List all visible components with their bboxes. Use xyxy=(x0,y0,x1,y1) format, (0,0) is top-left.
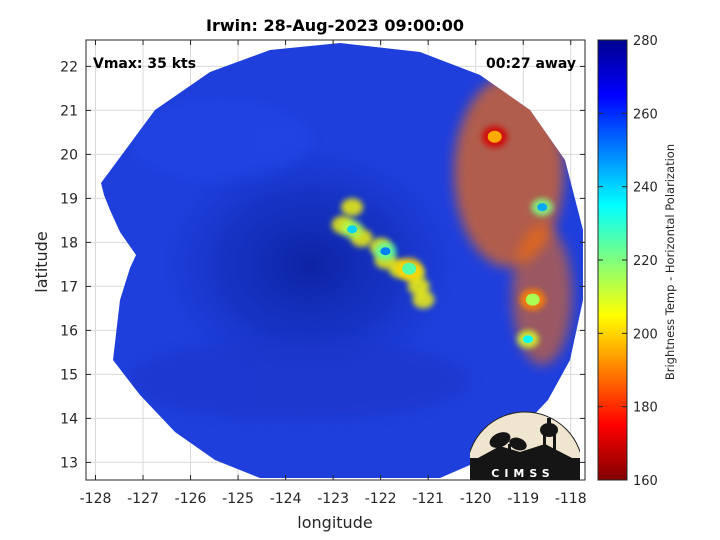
spiral-band-segment xyxy=(341,198,364,217)
cold-feature xyxy=(380,247,391,256)
colorbar-label: Brightness Temp - Horizontal Polarizatio… xyxy=(663,144,677,380)
x-tick-label: -128 xyxy=(80,491,112,507)
x-tick-label: -121 xyxy=(412,491,444,507)
x-tick-label: -118 xyxy=(555,491,587,507)
colorbar-tick-label: 180 xyxy=(633,401,658,416)
y-tick-label: 16 xyxy=(60,323,78,339)
cold-feature xyxy=(402,262,417,275)
y-axis: 13 14 15 16 17 18 19 20 21 22 xyxy=(60,59,585,471)
microwave-swath xyxy=(101,43,583,478)
colorbar-tick-label: 260 xyxy=(633,107,658,122)
y-tick-label: 14 xyxy=(60,411,78,427)
colorbar-tick-label: 160 xyxy=(633,474,658,489)
vmax-annotation: Vmax: 35 kts xyxy=(93,56,196,72)
cold-feature xyxy=(522,335,533,344)
y-tick-label: 18 xyxy=(60,235,78,251)
x-axis-label: longitude xyxy=(297,513,372,532)
axes-frame xyxy=(85,39,586,481)
cold-feature xyxy=(347,225,358,234)
convection-band xyxy=(453,77,564,267)
colorbar-tick-label: 220 xyxy=(633,254,658,269)
chart-title: Irwin: 28-Aug-2023 09:00:00 xyxy=(206,16,464,35)
colorbar-tick-label: 240 xyxy=(633,181,658,196)
time-away-annotation: 00:27 away xyxy=(486,56,576,72)
x-tick-label: -119 xyxy=(507,491,539,507)
x-tick-label: -120 xyxy=(460,491,492,507)
cold-feature xyxy=(525,293,540,306)
cold-feature xyxy=(537,203,548,212)
cimss-logo: CIMSS xyxy=(470,411,580,480)
spiral-band-segment xyxy=(412,290,435,309)
x-axis: -128 -127 -126 -125 -124 -123 -122 -121 -120 -119… xyxy=(80,40,587,507)
y-tick-label: 19 xyxy=(60,191,78,207)
colorbar: 160 180 200 220 240 260 280 Brightness Temp - … xyxy=(597,34,677,489)
y-tick-label: 20 xyxy=(60,147,78,163)
cold-feature xyxy=(487,130,502,143)
y-tick-label: 17 xyxy=(60,279,78,295)
y-axis-label: latitude xyxy=(32,231,51,292)
x-tick-label: -124 xyxy=(270,491,302,507)
logo-text: CIMSS xyxy=(491,467,554,480)
colorbar-tick-label: 200 xyxy=(633,327,658,342)
x-tick-label: -127 xyxy=(127,491,159,507)
x-tick-label: -123 xyxy=(317,491,349,507)
x-tick-label: -126 xyxy=(175,491,207,507)
y-tick-label: 13 xyxy=(60,455,78,471)
y-tick-label: 21 xyxy=(60,103,78,119)
y-tick-label: 15 xyxy=(60,367,78,383)
x-tick-label: -125 xyxy=(222,491,254,507)
colorbar-tick-label: 280 xyxy=(633,34,658,49)
y-tick-label: 22 xyxy=(60,59,78,75)
x-tick-label: -122 xyxy=(365,491,397,507)
